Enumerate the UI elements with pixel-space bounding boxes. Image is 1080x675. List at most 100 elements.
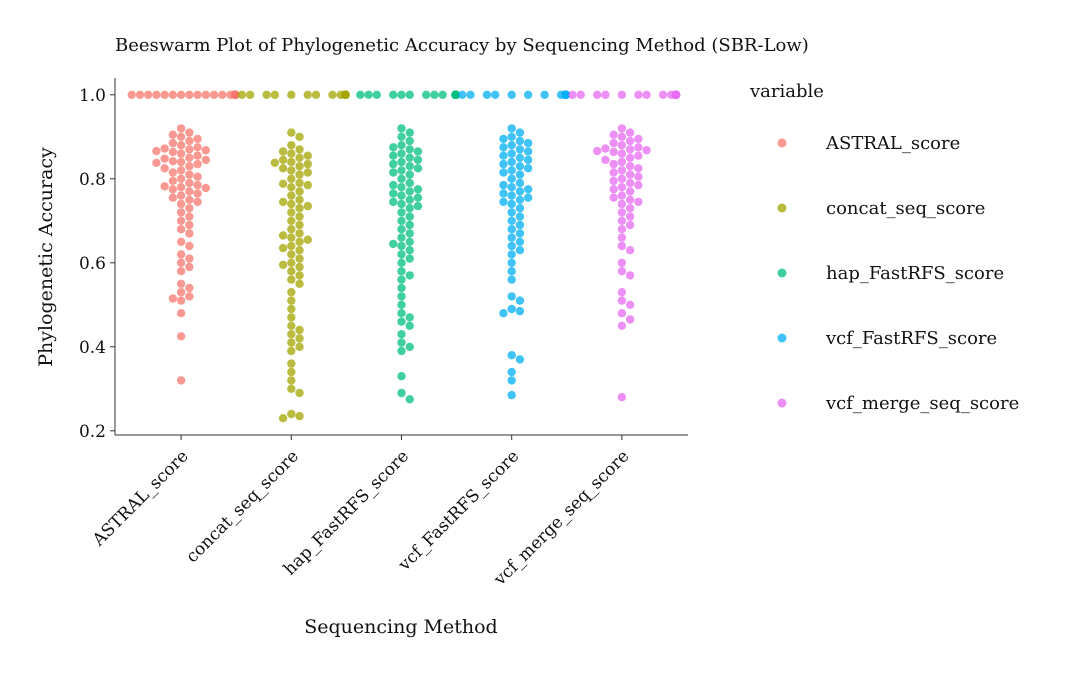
data-point-concat-seq-score xyxy=(287,183,296,192)
data-point-vcf-fastrfs-score xyxy=(523,138,533,148)
data-point-vcf-fastrfs-score xyxy=(523,185,533,194)
data-point-vcf-fastrfs-score xyxy=(507,124,516,133)
data-point-astral-score xyxy=(168,176,178,186)
data-point-vcf-merge-seq-score xyxy=(671,90,681,100)
data-point-astral-score xyxy=(185,292,194,301)
data-point-astral-score xyxy=(218,90,227,100)
data-point-concat-seq-score xyxy=(287,359,296,368)
data-point-concat-seq-score xyxy=(295,254,304,263)
data-point-vcf-merge-seq-score xyxy=(625,300,635,309)
data-point-concat-seq-score xyxy=(303,159,312,169)
data-point-astral-score xyxy=(176,288,186,297)
data-point-vcf-fastrfs-score xyxy=(458,90,467,100)
data-point-astral-score xyxy=(176,250,186,259)
data-point-vcf-merge-seq-score xyxy=(625,220,635,230)
data-point-astral-score xyxy=(185,128,194,137)
data-point-concat-seq-score xyxy=(262,90,271,100)
data-point-concat-seq-score xyxy=(295,229,304,238)
data-point-hap-fastrfs-score xyxy=(356,90,365,100)
data-point-concat-seq-score xyxy=(287,296,296,305)
data-point-concat-seq-score xyxy=(295,262,304,272)
data-point-astral-score xyxy=(176,149,186,158)
legend-marker-hap-fastrfs-score xyxy=(777,268,787,278)
data-point-hap-fastrfs-score xyxy=(397,346,406,356)
data-point-vcf-fastrfs-score xyxy=(507,199,516,209)
data-point-concat-seq-score xyxy=(278,231,288,240)
data-point-concat-seq-score xyxy=(278,260,288,270)
data-point-vcf-merge-seq-score xyxy=(634,143,643,152)
data-point-hap-fastrfs-score xyxy=(397,309,406,318)
data-point-hap-fastrfs-score xyxy=(397,216,406,225)
legend-items: ASTRAL_score concat_seq_score hap_FastRFS_… xyxy=(777,133,1019,414)
data-point-astral-score xyxy=(160,182,169,191)
data-point-vcf-merge-seq-score xyxy=(617,157,627,167)
data-point-vcf-fastrfs-score xyxy=(507,275,516,284)
data-point-astral-score xyxy=(185,283,194,293)
data-point-vcf-fastrfs-score xyxy=(515,246,525,255)
data-point-vcf-fastrfs-score xyxy=(523,147,533,156)
data-point-hap-fastrfs-score xyxy=(405,395,414,404)
data-point-concat-seq-score xyxy=(303,201,312,211)
data-point-hap-fastrfs-score xyxy=(397,141,406,150)
data-point-astral-score xyxy=(176,296,186,305)
data-point-hap-fastrfs-score xyxy=(451,90,460,100)
data-point-hap-fastrfs-score xyxy=(405,128,414,137)
data-point-vcf-merge-seq-score xyxy=(634,134,643,144)
data-point-concat-seq-score xyxy=(287,157,296,167)
data-point-astral-score xyxy=(176,183,186,192)
data-point-vcf-merge-seq-score xyxy=(634,197,643,207)
data-point-astral-score xyxy=(143,90,153,100)
data-point-vcf-fastrfs-score xyxy=(507,351,516,360)
data-point-vcf-merge-seq-score xyxy=(617,141,627,150)
data-point-concat-seq-score xyxy=(295,187,304,196)
data-point-astral-score xyxy=(176,309,186,318)
data-point-vcf-fastrfs-score xyxy=(515,153,525,162)
data-point-hap-fastrfs-score xyxy=(397,166,406,175)
data-point-astral-score xyxy=(193,151,202,160)
data-point-astral-score xyxy=(168,130,178,139)
y-tick-label: 1.0 xyxy=(79,86,106,106)
data-point-vcf-merge-seq-score xyxy=(634,90,643,100)
data-point-concat-seq-score xyxy=(287,288,296,297)
data-point-concat-seq-score xyxy=(287,191,296,200)
data-point-vcf-fastrfs-score xyxy=(507,376,516,385)
data-point-astral-score xyxy=(176,166,186,175)
data-point-vcf-merge-seq-score xyxy=(617,321,627,330)
data-point-astral-score xyxy=(152,146,161,156)
data-point-vcf-fastrfs-score xyxy=(515,145,525,154)
data-point-vcf-merge-seq-score xyxy=(617,208,627,217)
data-point-hap-fastrfs-score xyxy=(397,124,406,133)
data-point-astral-score xyxy=(193,180,202,190)
data-point-vcf-fastrfs-score xyxy=(507,304,516,314)
data-point-concat-seq-score xyxy=(287,233,296,242)
data-point-hap-fastrfs-score xyxy=(397,241,406,251)
data-point-hap-fastrfs-score xyxy=(405,153,414,162)
data-point-hap-fastrfs-score xyxy=(397,283,406,293)
data-point-vcf-merge-seq-score xyxy=(617,296,627,305)
x-axis-title: Sequencing Method xyxy=(304,616,497,638)
data-point-vcf-merge-seq-score xyxy=(625,170,635,179)
data-point-astral-score xyxy=(168,156,178,166)
data-point-vcf-merge-seq-score xyxy=(617,258,627,267)
data-point-vcf-fastrfs-score xyxy=(515,204,525,213)
y-ticks: 0.2 0.4 0.6 0.8 1.0 xyxy=(79,86,115,442)
data-point-astral-score xyxy=(185,170,194,179)
data-point-concat-seq-score xyxy=(287,258,296,267)
data-point-vcf-merge-seq-score xyxy=(625,178,635,188)
data-point-astral-score xyxy=(201,183,211,193)
data-point-vcf-merge-seq-score xyxy=(617,183,627,192)
data-point-concat-seq-score xyxy=(295,342,304,351)
data-point-astral-score xyxy=(185,229,194,238)
data-point-vcf-merge-seq-score xyxy=(617,166,627,175)
data-point-vcf-merge-seq-score xyxy=(634,180,643,190)
data-point-hap-fastrfs-score xyxy=(413,155,423,165)
data-point-vcf-merge-seq-score xyxy=(609,168,618,177)
data-point-concat-seq-score xyxy=(278,147,288,156)
data-point-vcf-merge-seq-score xyxy=(609,193,618,202)
data-point-vcf-merge-seq-score xyxy=(642,90,651,100)
data-point-vcf-merge-seq-score xyxy=(617,124,627,133)
data-point-concat-seq-score xyxy=(287,241,296,251)
data-point-vcf-fastrfs-score xyxy=(491,90,500,100)
data-point-vcf-fastrfs-score xyxy=(466,90,475,100)
